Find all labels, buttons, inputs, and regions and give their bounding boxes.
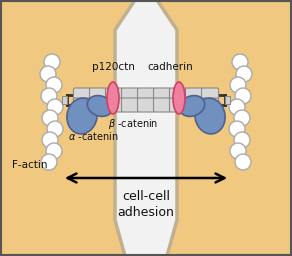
FancyBboxPatch shape [225, 96, 230, 104]
Circle shape [232, 54, 248, 70]
FancyBboxPatch shape [185, 98, 202, 112]
Ellipse shape [87, 95, 113, 116]
Circle shape [230, 143, 246, 159]
Text: $\alpha$ -catenin: $\alpha$ -catenin [68, 130, 119, 142]
FancyBboxPatch shape [169, 98, 187, 112]
Circle shape [42, 110, 58, 126]
FancyBboxPatch shape [138, 88, 154, 102]
FancyBboxPatch shape [79, 100, 85, 101]
FancyBboxPatch shape [74, 98, 91, 112]
FancyBboxPatch shape [169, 88, 187, 102]
Ellipse shape [107, 82, 119, 114]
FancyBboxPatch shape [154, 98, 171, 112]
Circle shape [235, 88, 251, 104]
FancyBboxPatch shape [111, 100, 117, 101]
Circle shape [229, 99, 245, 115]
FancyBboxPatch shape [105, 88, 123, 102]
FancyBboxPatch shape [105, 98, 123, 112]
Polygon shape [0, 0, 135, 256]
FancyBboxPatch shape [62, 96, 67, 104]
FancyBboxPatch shape [154, 88, 171, 102]
FancyBboxPatch shape [159, 100, 165, 101]
Polygon shape [115, 0, 177, 256]
Circle shape [44, 54, 60, 70]
Text: F-actin: F-actin [12, 160, 48, 170]
Circle shape [46, 77, 62, 93]
Ellipse shape [67, 98, 97, 134]
FancyBboxPatch shape [175, 100, 181, 101]
Circle shape [236, 66, 252, 82]
Circle shape [46, 143, 62, 159]
Ellipse shape [195, 98, 225, 134]
Circle shape [47, 99, 63, 115]
FancyBboxPatch shape [121, 88, 138, 102]
Circle shape [230, 77, 246, 93]
Text: $\beta$ -catenin: $\beta$ -catenin [108, 117, 158, 131]
Ellipse shape [179, 95, 205, 116]
FancyBboxPatch shape [143, 100, 149, 101]
Circle shape [235, 154, 251, 170]
FancyBboxPatch shape [90, 98, 107, 112]
FancyBboxPatch shape [121, 98, 138, 112]
Circle shape [234, 132, 250, 148]
FancyBboxPatch shape [201, 88, 218, 102]
FancyBboxPatch shape [90, 88, 107, 102]
FancyBboxPatch shape [138, 98, 154, 112]
FancyBboxPatch shape [74, 88, 91, 102]
FancyBboxPatch shape [95, 100, 101, 101]
Text: cadherin: cadherin [147, 62, 193, 72]
FancyBboxPatch shape [185, 88, 202, 102]
Polygon shape [157, 0, 292, 256]
FancyBboxPatch shape [191, 100, 197, 101]
Text: cell-cell
adhesion: cell-cell adhesion [118, 190, 174, 219]
Circle shape [41, 154, 57, 170]
Circle shape [41, 88, 57, 104]
Circle shape [229, 121, 245, 137]
Circle shape [234, 110, 250, 126]
FancyBboxPatch shape [127, 100, 133, 101]
Circle shape [40, 66, 56, 82]
Ellipse shape [173, 82, 185, 114]
FancyBboxPatch shape [201, 98, 218, 112]
Circle shape [42, 132, 58, 148]
Text: p120ctn: p120ctn [92, 62, 134, 72]
FancyBboxPatch shape [207, 100, 213, 101]
Circle shape [47, 121, 63, 137]
